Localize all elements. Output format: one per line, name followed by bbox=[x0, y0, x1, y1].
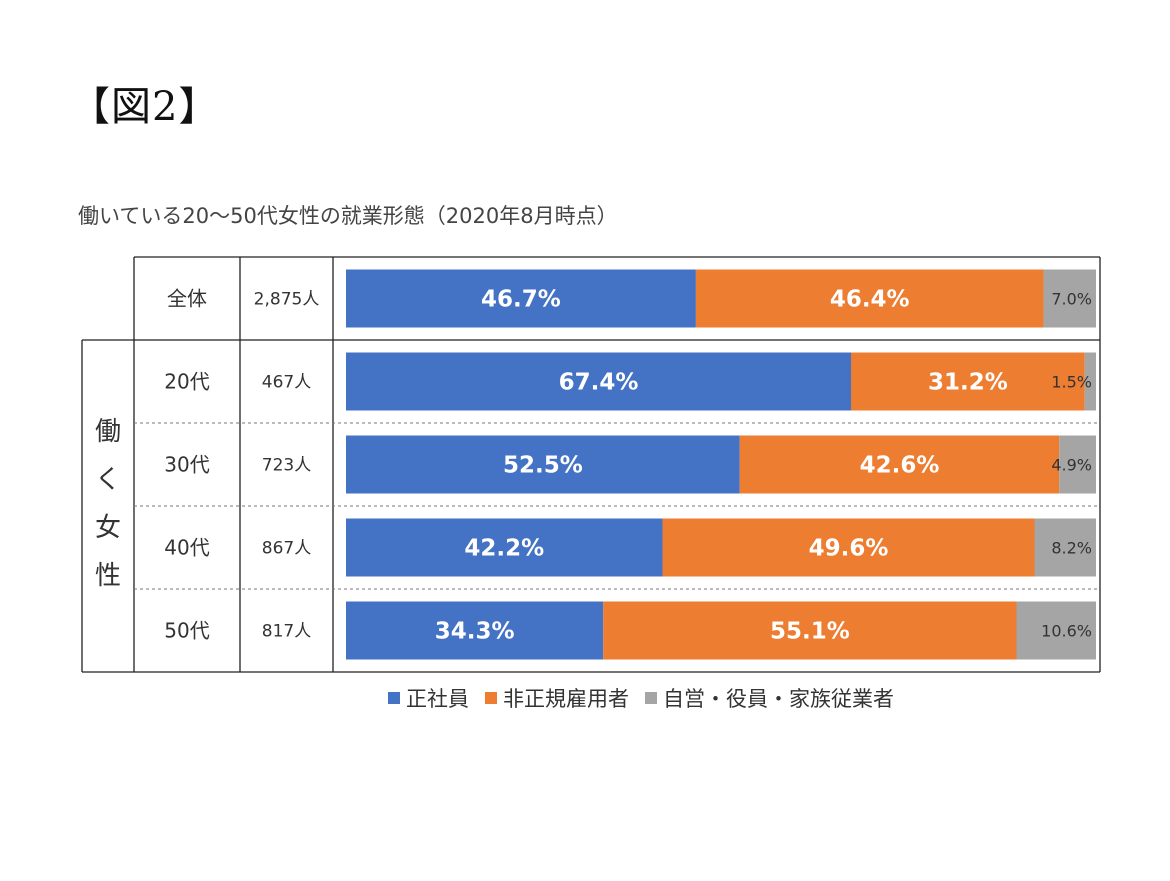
legend-item-regular: 正社員 bbox=[388, 683, 469, 713]
legend-swatch-nonregular bbox=[485, 692, 497, 704]
bar-segment bbox=[695, 269, 1044, 328]
legend: 正社員 非正規雇用者 自営・役員・家族従業者 bbox=[388, 683, 910, 713]
bar-segment bbox=[850, 352, 1085, 411]
bar-data-label: 4.9% bbox=[1051, 456, 1092, 475]
bar-segment bbox=[346, 435, 740, 494]
row-count-label: 467人 bbox=[262, 373, 311, 393]
row-count-label: 723人 bbox=[262, 456, 311, 476]
bar-segment bbox=[603, 601, 1017, 660]
bar-data-label: 1.5% bbox=[1051, 373, 1092, 392]
bar-segment bbox=[1059, 435, 1096, 494]
legend-label-nonregular: 非正規雇用者 bbox=[503, 687, 629, 711]
bar-segment bbox=[346, 518, 663, 577]
legend-label-regular: 正社員 bbox=[406, 687, 469, 711]
row-category-label: 50代 bbox=[164, 619, 209, 643]
bar-data-label: 46.4% bbox=[830, 287, 910, 313]
bar-data-label: 49.6% bbox=[809, 536, 889, 562]
bar-data-label: 42.2% bbox=[464, 536, 544, 562]
bar-data-label: 10.6% bbox=[1041, 622, 1092, 641]
group-label-char: く bbox=[95, 465, 121, 495]
legend-item-nonregular: 非正規雇用者 bbox=[485, 683, 629, 713]
bar-segment bbox=[1043, 269, 1096, 328]
bar-segment bbox=[1084, 352, 1096, 411]
bar-segment bbox=[1016, 601, 1096, 660]
figure-label: 【図2】 bbox=[70, 84, 220, 130]
bar-data-label: 7.0% bbox=[1051, 290, 1092, 309]
bar-data-label: 42.6% bbox=[860, 453, 940, 479]
bar-data-label: 46.7% bbox=[481, 287, 561, 313]
bar-data-label: 52.5% bbox=[503, 453, 583, 479]
bar-data-label: 67.4% bbox=[559, 370, 639, 396]
row-category-label: 30代 bbox=[164, 453, 209, 477]
row-category-label: 20代 bbox=[164, 370, 209, 394]
row-category-label: 全体 bbox=[167, 287, 207, 311]
bar-data-label: 31.2% bbox=[928, 370, 1008, 396]
bar-segment bbox=[662, 518, 1035, 577]
bar-data-label: 8.2% bbox=[1051, 539, 1092, 558]
legend-swatch-regular bbox=[388, 692, 400, 704]
bar-segment bbox=[346, 352, 851, 411]
bar-segment bbox=[739, 435, 1060, 494]
bar-segment bbox=[346, 269, 696, 328]
bar-data-label: 34.3% bbox=[435, 619, 515, 645]
group-label-char: 働 bbox=[95, 417, 121, 447]
group-label-char: 女 bbox=[95, 513, 121, 543]
row-category-label: 40代 bbox=[164, 536, 209, 560]
row-count-label: 817人 bbox=[262, 622, 311, 642]
bar-segment bbox=[1034, 518, 1096, 577]
chart-title: 働いている20〜50代女性の就業形態（2020年8月時点） bbox=[78, 204, 618, 228]
bar-data-label: 55.1% bbox=[770, 619, 850, 645]
row-count-label: 2,875人 bbox=[254, 290, 320, 310]
row-count-label: 867人 bbox=[262, 539, 311, 559]
legend-label-self-employed: 自営・役員・家族従業者 bbox=[663, 687, 894, 711]
legend-item-self-employed: 自営・役員・家族従業者 bbox=[645, 683, 894, 713]
legend-swatch-self-employed bbox=[645, 692, 657, 704]
bar-segment bbox=[346, 601, 604, 660]
group-label-char: 性 bbox=[95, 561, 121, 591]
